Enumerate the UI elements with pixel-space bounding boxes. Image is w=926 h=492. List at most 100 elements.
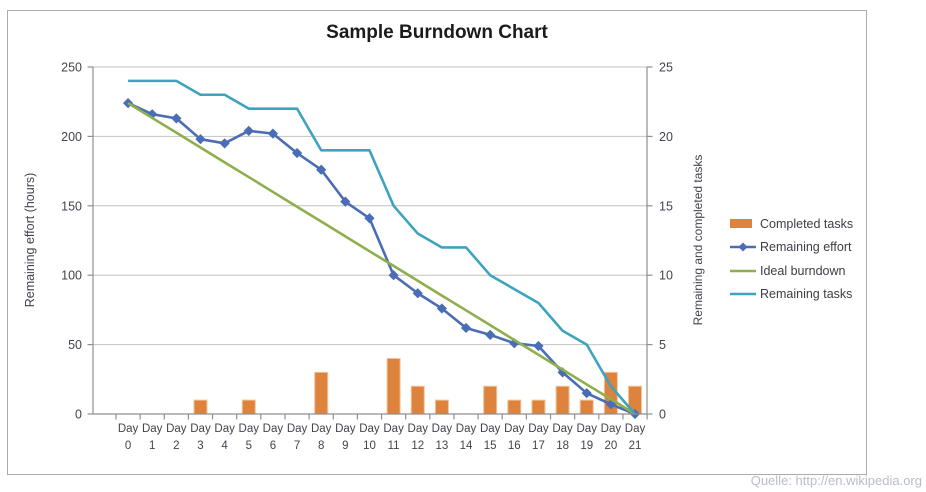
left-axis-tick-label: 150 xyxy=(61,199,82,213)
bar-completed-tasks xyxy=(507,399,522,415)
x-axis-label: 6 xyxy=(270,440,276,452)
right-axis-tick-label: 0 xyxy=(659,408,666,422)
x-axis-label: Day xyxy=(577,423,598,435)
marker-diamond xyxy=(485,329,496,340)
x-axis-label: 13 xyxy=(435,440,448,452)
x-axis-label: Day xyxy=(625,423,646,435)
x-axis-label: 14 xyxy=(460,440,473,452)
chart-title: Sample Burndown Chart xyxy=(326,22,548,43)
marker-diamond xyxy=(388,270,399,281)
x-axis-label: 7 xyxy=(294,440,300,452)
marker-diamond xyxy=(581,388,592,399)
x-axis-label: 10 xyxy=(363,440,376,452)
x-axis-label: Day xyxy=(239,423,260,435)
legend-label: Ideal burndown xyxy=(760,263,846,278)
left-axis-tick-label: 50 xyxy=(68,338,82,352)
x-axis-label: 17 xyxy=(532,440,545,452)
right-axis-tick-label: 15 xyxy=(659,199,673,213)
x-axis-label: Day xyxy=(480,423,501,435)
x-axis-label: Day xyxy=(528,423,549,435)
x-axis-label: 12 xyxy=(411,440,424,452)
x-axis-label: 21 xyxy=(629,440,642,452)
marker-diamond xyxy=(316,164,327,175)
x-axis-label: Day xyxy=(190,423,211,435)
right-axis-tick-label: 10 xyxy=(659,269,673,283)
marker-diamond xyxy=(267,128,279,139)
x-axis-label: Day xyxy=(408,423,429,435)
legend-label: Completed tasks xyxy=(760,216,854,231)
legend-item-remaining-tasks: Remaining tasks xyxy=(730,283,853,307)
legend-swatch-line-icon xyxy=(730,288,756,300)
x-axis-label: Day xyxy=(601,423,622,435)
bar-completed-tasks xyxy=(410,385,425,415)
x-axis-label: 9 xyxy=(342,440,348,452)
right-axis-tick-label: 20 xyxy=(659,130,673,144)
x-axis-label: Day xyxy=(118,423,139,435)
series-ideal-burndown-line xyxy=(127,101,636,416)
x-axis-label: 15 xyxy=(484,440,497,452)
left-axis-title: Remaining effort (hours) xyxy=(23,173,37,308)
source-attribution: Quelle: http://en.wikipedia.org xyxy=(750,473,922,488)
marker-diamond xyxy=(460,322,472,334)
left-axis-tick-label: 200 xyxy=(61,130,82,144)
x-axis-label: 19 xyxy=(580,440,593,452)
x-axis-label: Day xyxy=(552,423,573,435)
marker-diamond xyxy=(436,303,447,314)
x-axis-label: 11 xyxy=(388,440,400,452)
marker-diamond xyxy=(195,134,206,145)
marker-diamond xyxy=(219,138,230,149)
legend-item-completed-tasks: Completed tasks xyxy=(730,212,853,236)
x-axis-label: Day xyxy=(214,423,235,435)
left-axis-tick-label: 250 xyxy=(61,61,82,75)
x-axis-label: 20 xyxy=(604,440,617,452)
x-axis-label: 8 xyxy=(318,440,324,452)
marker-diamond xyxy=(171,113,182,124)
x-axis-label: Day xyxy=(263,423,284,435)
bar-completed-tasks xyxy=(241,399,256,415)
legend-swatch-bar-icon xyxy=(730,219,756,229)
series-remaining-tasks-line xyxy=(128,79,636,415)
legend-label: Remaining tasks xyxy=(760,287,853,302)
x-axis-label: 2 xyxy=(173,440,179,452)
x-axis-label: 18 xyxy=(556,440,569,452)
x-axis-label: Day xyxy=(432,423,453,435)
left-axis-tick-label: 0 xyxy=(75,408,82,422)
bar-completed-tasks xyxy=(314,371,329,415)
x-axis-label: 4 xyxy=(221,440,228,452)
marker-diamond xyxy=(291,147,303,159)
x-axis-label: Day xyxy=(456,423,477,435)
left-axis-tick-label: 100 xyxy=(61,269,82,283)
bar-completed-tasks xyxy=(193,399,208,415)
bar-completed-tasks xyxy=(434,399,449,415)
x-axis-label: Day xyxy=(142,423,163,435)
bar-completed-tasks xyxy=(386,357,401,415)
right-axis-tick-label: 5 xyxy=(659,338,666,352)
legend-swatch-line-icon xyxy=(730,265,756,277)
right-axis-title: Remaining and completed tasks xyxy=(691,155,705,326)
x-axis-label: 5 xyxy=(246,440,252,452)
x-axis-label: Day xyxy=(504,423,525,435)
series-remaining-effort-line xyxy=(127,101,636,416)
marker-diamond xyxy=(364,213,375,224)
bar-completed-tasks xyxy=(483,385,498,415)
chart-frame: Sample Burndown Chart 0 0 50 5 100 10 150 15 200… xyxy=(7,10,867,475)
x-axis-label: 0 xyxy=(125,440,131,452)
x-axis-label: Day xyxy=(335,423,356,435)
legend-swatch-line-marker-icon xyxy=(730,241,756,253)
x-axis-label: 1 xyxy=(149,440,155,452)
bar-completed-tasks xyxy=(555,385,570,415)
bar-completed-tasks xyxy=(579,399,594,415)
legend: Completed tasks Remaining effort Ideal bur… xyxy=(730,212,853,306)
legend-label: Remaining effort xyxy=(760,240,852,255)
burndown-chart-svg: 0 0 50 5 100 10 150 15 200 20 250 25 Day 0 Day 1 Day 2 Day… xyxy=(23,61,705,453)
marker-diamond xyxy=(533,340,544,352)
legend-item-ideal-burndown: Ideal burndown xyxy=(730,259,853,283)
marker-diamond xyxy=(605,399,616,410)
x-axis-label: Day xyxy=(359,423,380,435)
marker-diamond xyxy=(243,125,254,136)
marker-diamond xyxy=(412,288,423,299)
bar-completed-tasks xyxy=(531,399,546,415)
legend-item-remaining-effort: Remaining effort xyxy=(730,236,853,260)
marker-diamond xyxy=(340,196,351,207)
